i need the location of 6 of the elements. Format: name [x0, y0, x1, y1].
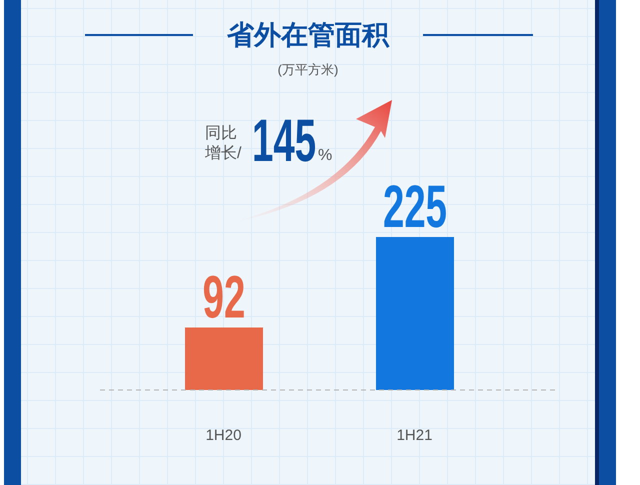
data-label: 92	[202, 262, 246, 331]
data-label: 225	[382, 172, 448, 240]
x-tick-label: 1H21	[396, 427, 432, 444]
chart-subtitle: (万平方米)	[276, 62, 340, 78]
x-tick-label: 1H20	[206, 427, 242, 444]
chart-title: 省外在管面积	[226, 19, 390, 52]
